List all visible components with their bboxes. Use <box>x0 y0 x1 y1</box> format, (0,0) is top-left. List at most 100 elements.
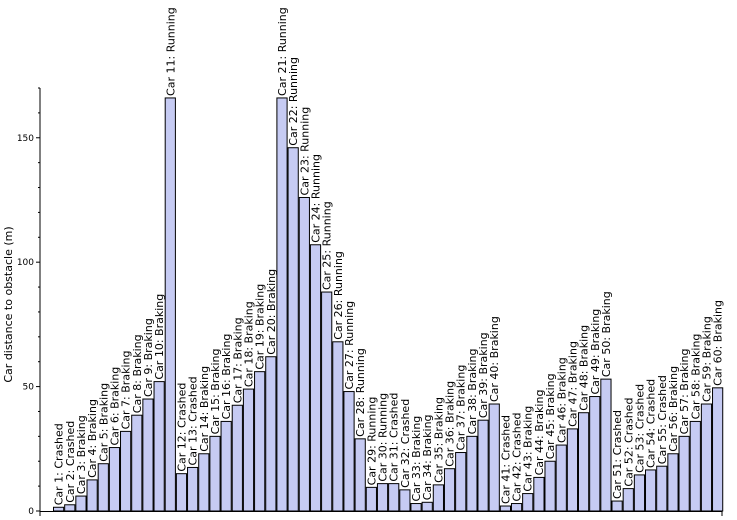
bar-label-car-48: Car 48: Braking <box>578 325 591 411</box>
bar-label-car-60: Car 60: Braking <box>712 300 725 386</box>
bar-label-car-26: Car 26: Running <box>332 251 345 340</box>
bar-car-33 <box>410 503 422 512</box>
bar-car-54 <box>645 469 657 512</box>
bar-label-car-16: Car 16: Braking <box>220 334 233 420</box>
bar-car-24 <box>309 244 322 512</box>
bar-car-28 <box>354 438 366 512</box>
bar-label-car-1: Car 1: Crashed <box>53 423 66 505</box>
bar-label-car-57: Car 57: Braking <box>678 349 691 435</box>
bar-label-car-19: Car 19: Braking <box>254 284 267 370</box>
bar-label-car-38: Car 38: Braking <box>466 349 479 435</box>
bar-label-car-9: Car 9: Braking <box>142 318 155 397</box>
bar-label-car-46: Car 46: Braking <box>555 357 568 443</box>
bar-label-car-37: Car 37: Braking <box>455 365 468 451</box>
bar-label-car-53: Car 53: Crashed <box>633 384 646 473</box>
bar-car-32 <box>399 489 411 512</box>
bar-label-car-55: Car 55: Crashed <box>656 375 669 464</box>
bar-car-36 <box>443 468 456 512</box>
y-tick-label-150: 150 <box>17 134 34 144</box>
y-tick-label-50: 50 <box>23 383 35 393</box>
y-axis: 0 50 100 150 <box>17 87 41 517</box>
bar-car-30 <box>376 483 389 512</box>
bar-car-9 <box>142 398 154 512</box>
bar-car-29 <box>365 486 377 512</box>
bar-label-car-11: Car 11: Running <box>164 7 177 96</box>
bar-label-car-50: Car 50: Braking <box>600 291 613 377</box>
bar-label-car-54: Car 54: Crashed <box>645 379 658 468</box>
bar-label-car-20: Car 20: Braking <box>265 269 278 355</box>
bar-label-car-35: Car 35: Braking <box>432 397 445 483</box>
bar-label-car-29: Car 29: Running <box>365 397 378 486</box>
bar-label-car-30: Car 30: Running <box>377 393 390 482</box>
bar-car-48 <box>577 412 590 512</box>
bar-label-car-25: Car 25: Running <box>321 201 334 290</box>
bar-car-13 <box>187 466 199 512</box>
y-tick-label-100: 100 <box>17 258 34 268</box>
bar-car-4 <box>86 479 98 512</box>
bar-car-27 <box>343 391 355 512</box>
bar-car-20 <box>265 356 277 512</box>
bar-label-car-52: Car 52: Crashed <box>622 398 635 487</box>
bar-label-car-51: Car 51: Crashed <box>611 410 624 499</box>
bar-label-car-5: Car 5: Braking <box>97 383 110 462</box>
bar-label-car-13: Car 13: Crashed <box>187 376 200 465</box>
bar-car-55 <box>656 465 668 512</box>
bar-car-31 <box>388 483 400 512</box>
bar-car-25 <box>321 291 333 512</box>
bar-car-19 <box>254 371 266 512</box>
bar-car-6 <box>108 447 121 512</box>
bar-car-52 <box>622 488 634 512</box>
bar-label-car-42: Car 42: Crashed <box>511 412 524 501</box>
bar-label-car-23: Car 23: Running <box>298 107 311 196</box>
bar-label-car-59: Car 59: Braking <box>700 316 713 402</box>
bar-label-car-17: Car 17: Braking <box>231 317 244 403</box>
bar-car-22 <box>287 147 299 512</box>
bar-label-car-2: Car 2: Crashed <box>64 421 77 503</box>
bar-car-58 <box>689 420 701 512</box>
bar-car-23 <box>298 196 310 512</box>
bar-car-3 <box>75 495 87 512</box>
bar-car-57 <box>678 435 690 512</box>
bar-label-car-36: Car 36: Braking <box>444 381 457 467</box>
bar-car-46 <box>555 444 567 512</box>
bar-label-car-15: Car 15: Braking <box>209 349 222 435</box>
bar-car-18 <box>242 388 255 512</box>
bar-car-26 <box>332 341 344 512</box>
bar-car-7 <box>120 430 132 512</box>
bar-car-37 <box>455 452 467 512</box>
bar-label-car-22: Car 22: Running <box>287 57 300 146</box>
bar-car-16 <box>220 420 232 512</box>
bar-label-car-28: Car 28: Running <box>354 348 367 437</box>
bar-label-car-21: Car 21: Running <box>276 7 289 96</box>
bar-car-50 <box>600 378 612 512</box>
bar-car-56 <box>667 453 679 512</box>
y-tick-label-0: 0 <box>28 507 34 517</box>
bar-label-car-7: Car 7: Braking <box>120 351 133 430</box>
bar-label-car-34: Car 34: Braking <box>421 414 434 500</box>
bar-label-car-31: Car 31: Crashed <box>388 393 401 482</box>
bar-label-car-40: Car 40: Braking <box>488 316 501 402</box>
bar-label-car-18: Car 18: Braking <box>242 301 255 387</box>
bar-car-34 <box>421 501 433 512</box>
bar-label-car-27: Car 27: Running <box>343 301 356 390</box>
bar-label-car-12: Car 12: Crashed <box>175 383 188 472</box>
bar-car-14 <box>198 453 210 512</box>
bar-car-10 <box>153 381 165 512</box>
bar-label-car-14: Car 14: Braking <box>198 366 211 452</box>
bar-car-43 <box>522 493 534 512</box>
bar-label-car-33: Car 33: Braking <box>410 416 423 502</box>
bar-label-car-3: Car 3: Braking <box>75 415 88 494</box>
bar-car-17 <box>231 404 243 512</box>
bar-car-38 <box>466 435 478 512</box>
bar-car-47 <box>566 428 579 512</box>
bar-car-35 <box>432 484 444 512</box>
y-axis-title: Car distance to obstacle (m) <box>2 226 15 382</box>
bar-label-car-10: Car 10: Braking <box>153 294 166 380</box>
bar-label-car-58: Car 58: Braking <box>689 334 702 420</box>
bar-label-car-47: Car 47: Braking <box>566 341 579 427</box>
bar-car-45 <box>544 460 556 512</box>
bar-car-59 <box>700 403 713 512</box>
bar-car-5 <box>97 463 109 512</box>
